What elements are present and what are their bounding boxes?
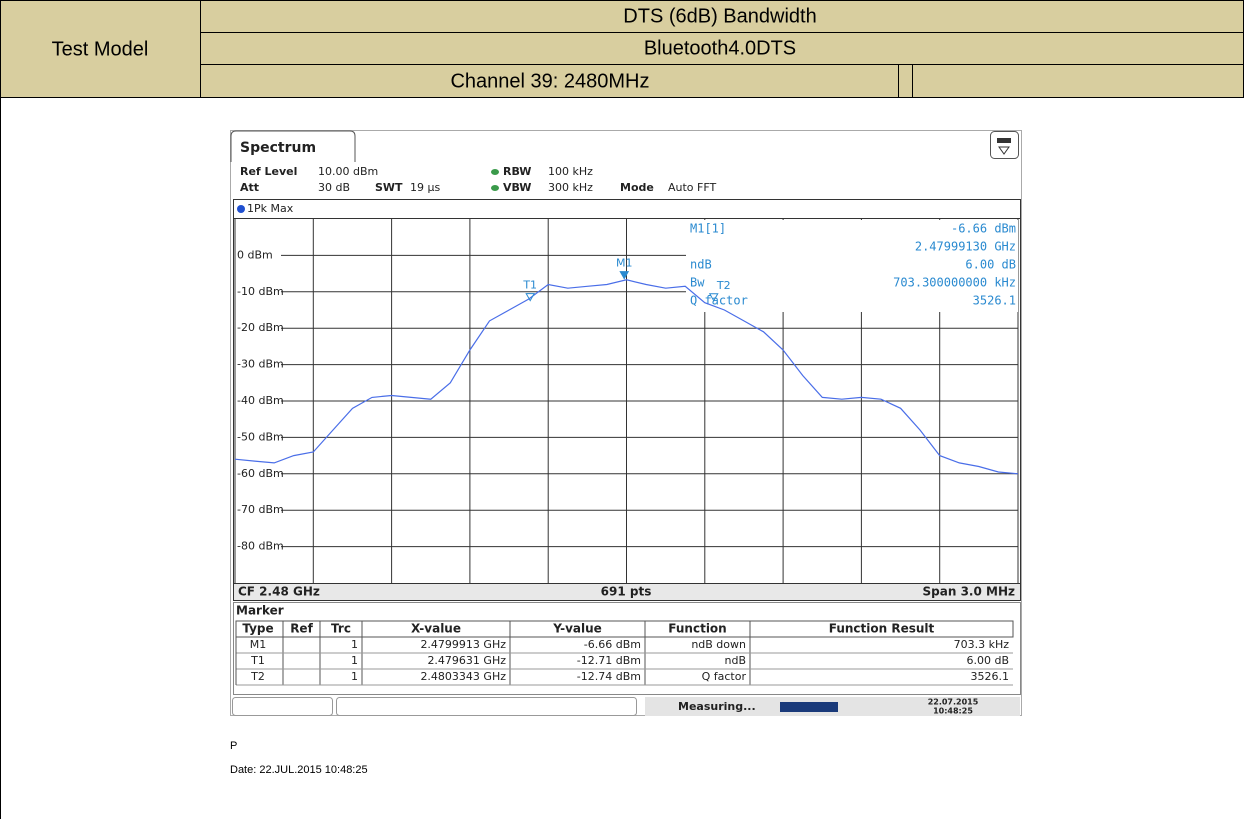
header-cell [898,64,913,98]
marker-label: T2 [716,279,731,292]
setting-dot [491,169,499,175]
setting-name: Ref Level [240,165,297,178]
table-cell: ndB [724,654,746,667]
header-cell [200,64,899,98]
y-tick-label: -10 dBm [237,285,284,298]
setting-value: 30 dB [318,181,350,194]
table-cell: -6.66 dBm [584,638,641,651]
table-cell: -12.71 dBm [577,654,641,667]
setting-name: Att [240,181,259,194]
info-value: 703.300000000 kHz [893,276,1016,290]
info-value: -6.66 dBm [951,222,1016,236]
table-cell: 703.3 kHz [954,638,1010,651]
table-cell: 6.00 dB [966,654,1009,667]
status-field [336,697,637,716]
marker [525,293,536,302]
trace-label: 1Pk Max [247,202,294,215]
icon [990,131,1019,159]
table-cell: 2.4799913 GHz [420,638,506,651]
table-cell: Q factor [702,670,747,683]
trace-dot [237,205,245,213]
status-time: 10:48:25 [933,707,973,716]
info-key: Q factor [690,294,748,308]
info-value: 2.47999130 GHz [915,240,1016,254]
marker-info-bg [686,220,1018,312]
column-header: Function [668,622,726,636]
tab [230,130,356,162]
table-cell: T1 [250,654,265,667]
caption-date: Date: 22.JUL.2015 10:48:25 [230,764,368,776]
y-tick-label: -80 dBm [237,540,284,553]
y-tick-label: -60 dBm [237,467,284,480]
span: Span 3.0 MHz [923,585,1015,599]
header-row: Channel 39: 2480MHz [450,70,649,92]
status-date: 22.07.2015 [928,698,979,707]
info-value: 6.00 dB [965,258,1016,272]
table-cell: -12.74 dBm [577,670,641,683]
y-tick-label: -50 dBm [237,430,284,443]
setting-name: VBW [503,181,531,194]
trace [234,279,1019,475]
marker-box [233,602,1021,695]
info-key: ndB [690,258,712,272]
points: 691 pts [601,585,652,599]
footer-bar [234,583,1020,600]
marker-label: M1 [616,257,633,270]
y-tick-label: -70 dBm [237,503,284,516]
info-value: 3526.1 [973,294,1016,308]
table-cell: T2 [250,670,265,683]
setting-value: 300 kHz [548,181,593,194]
setting-name: SWT [375,181,403,194]
table-cell: 2.479631 GHz [427,654,506,667]
y-tick-label: -30 dBm [237,358,284,371]
y-tick-label: -20 dBm [237,321,284,334]
icon [997,138,1011,143]
caption: P [230,740,237,752]
setting-dot [491,185,499,191]
status-text: Measuring... [678,700,756,713]
y-tick-label: 0 dBm [237,248,273,261]
marker [619,271,630,280]
y-tick-label: -40 dBm [237,394,284,407]
tab-title: Spectrum [240,140,316,156]
header-row: Bluetooth4.0DTS [644,37,796,59]
column-header: Y-value [552,622,602,636]
setting-name: Mode [620,181,654,194]
status-field [232,697,333,716]
table-cell: M1 [250,638,267,651]
header-cell [200,0,1244,33]
table-cell: 1 [351,638,358,651]
test-model-label: Test Model [52,38,149,60]
info-key: Bw [690,276,705,290]
setting-value: Auto FFT [668,181,716,194]
column-header: Function Result [829,622,935,636]
progress [780,702,838,712]
icon [998,146,1010,155]
table-cell: 1 [351,654,358,667]
cf: CF 2.48 GHz [238,585,320,599]
column-header: Ref [290,622,313,636]
marker [708,293,719,302]
header-cell [0,0,201,98]
header-cell [912,64,1244,98]
column-header: X-value [411,622,461,636]
table-cell: 1 [351,670,358,683]
setting-name: RBW [503,165,531,178]
column-header: Type [242,622,273,636]
table-cell: ndB down [691,638,746,651]
table-cell: 3526.1 [971,670,1010,683]
header-row: DTS (6dB) Bandwidth [623,5,816,27]
setting-value: 10.00 dBm [318,165,378,178]
column-header: Trc [331,622,351,636]
header-cell [200,32,1244,65]
setting-value: 100 kHz [548,165,593,178]
info-key: M1[1] [690,222,726,236]
setting-value: 19 µs [410,181,440,194]
table-cell: 2.4803343 GHz [420,670,506,683]
marker-label: T1 [522,279,537,292]
marker-title: Marker [236,604,284,618]
